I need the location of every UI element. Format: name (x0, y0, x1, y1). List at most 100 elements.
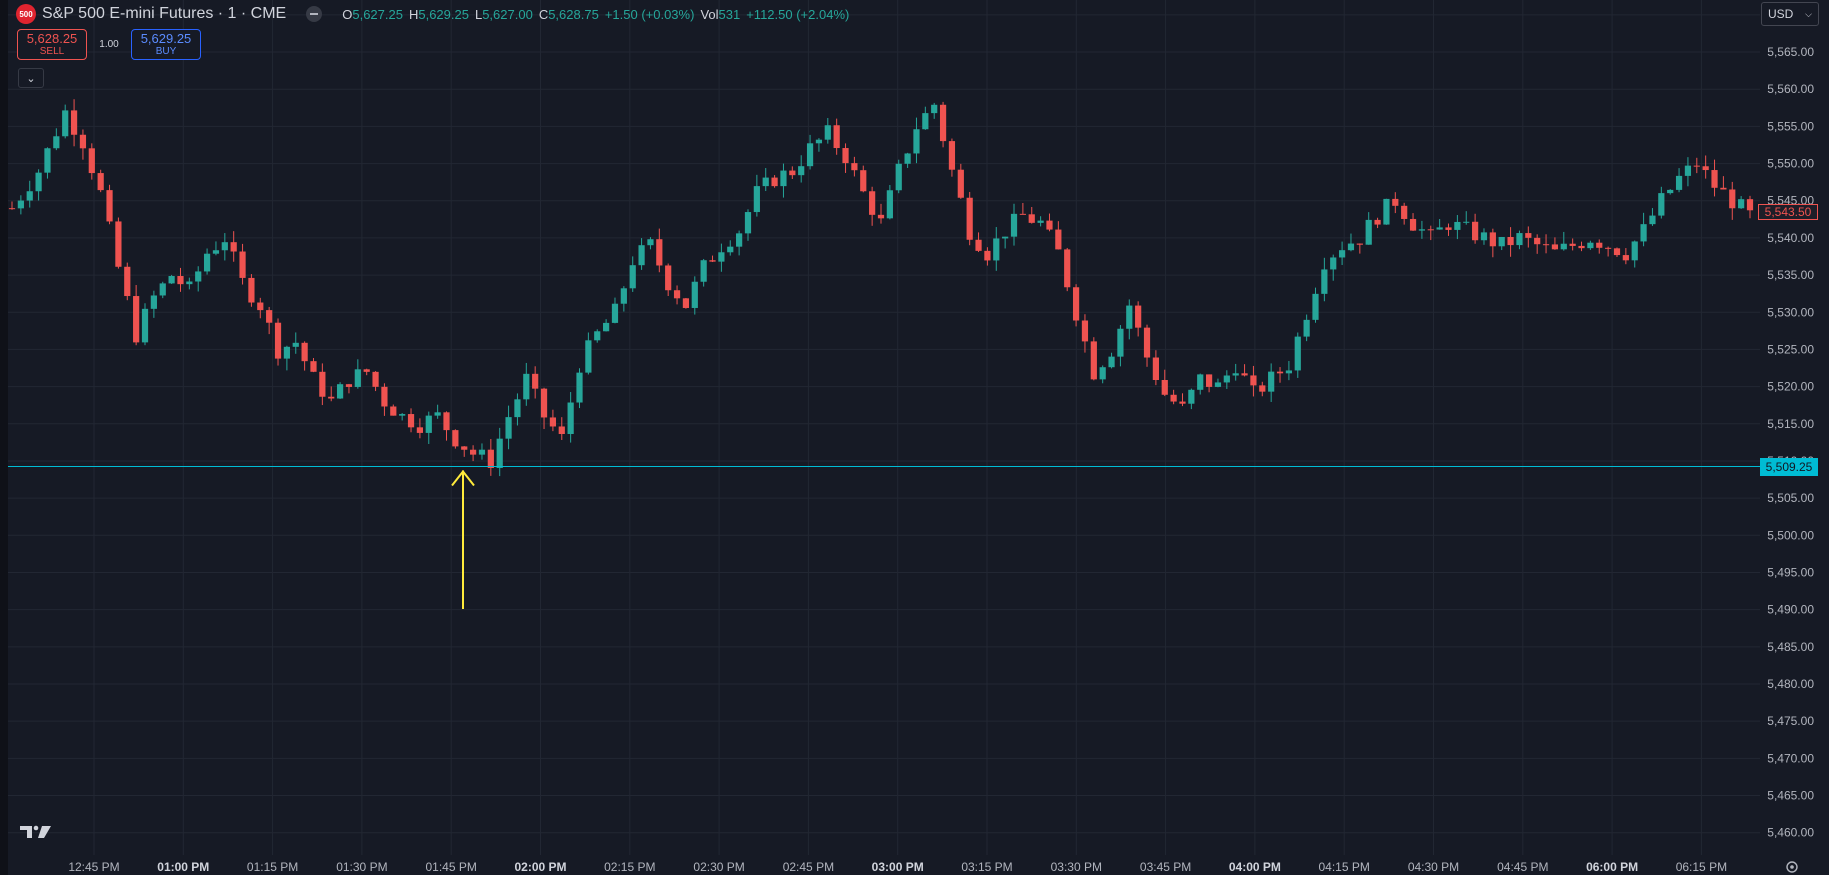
candle-body (1587, 242, 1594, 249)
candle-body (798, 166, 805, 176)
candle (177, 267, 184, 292)
candle-body (1303, 319, 1310, 337)
candle-body (88, 148, 95, 174)
candle-body (1596, 242, 1603, 248)
candle (762, 168, 769, 192)
sell-button[interactable]: 5,628.25 SELL (17, 29, 87, 60)
candle (922, 106, 929, 130)
price-axis: 5,570.005,565.005,560.005,555.005,550.00… (1767, 8, 1814, 840)
horizontal-line-price-tag[interactable]: 5,509.25 (1760, 457, 1818, 476)
candle-body (1214, 382, 1222, 387)
symbol-title[interactable]: S&P 500 E-mini Futures · 1 · CME (42, 5, 287, 22)
candle-body (1010, 213, 1018, 237)
candle (1569, 238, 1576, 251)
candle-body (1170, 394, 1177, 402)
candle (407, 408, 415, 433)
candle (443, 411, 450, 441)
candle-body (780, 170, 787, 187)
candle (1276, 367, 1284, 383)
candle (1667, 189, 1674, 195)
candle-body (1551, 244, 1559, 250)
candle (292, 332, 299, 354)
currency-select[interactable]: USD ⌵ (1761, 2, 1819, 26)
tradingview-logo-icon[interactable] (20, 824, 52, 840)
candle-body (416, 427, 424, 433)
arrow-head[interactable] (451, 469, 475, 487)
candle (1294, 332, 1301, 378)
candle (1551, 237, 1559, 250)
candle-body (203, 253, 211, 272)
candle (469, 445, 477, 462)
candle-body (26, 191, 33, 201)
time-tick-label: 03:00 PM (872, 860, 924, 874)
candle-body (1090, 341, 1097, 380)
candle (106, 184, 113, 225)
candle (1622, 248, 1629, 265)
buy-button[interactable]: 5,629.25 BUY (131, 29, 201, 60)
candle (638, 238, 645, 270)
time-tick-label: 03:30 PM (1051, 860, 1102, 874)
price-tick-label: 5,460.00 (1767, 826, 1814, 840)
symbol-legend: 500 S&P 500 E-mini Futures · 1 · CME O5,… (16, 4, 849, 24)
candle (1090, 337, 1097, 381)
candle-body (1401, 205, 1408, 219)
candle-body (1099, 367, 1106, 380)
candle (1028, 206, 1035, 224)
candle-body (833, 125, 840, 149)
candle (709, 255, 716, 263)
candle-body (1472, 221, 1479, 241)
candle (1365, 212, 1372, 245)
candle (381, 383, 388, 416)
candle (1205, 374, 1213, 393)
candle (97, 169, 104, 193)
candle-body (1480, 232, 1488, 241)
minus-icon[interactable] (306, 6, 323, 22)
candle (239, 243, 246, 285)
candle-body (407, 414, 415, 428)
candle-body (505, 417, 512, 439)
candle-body (1028, 214, 1035, 223)
candle (975, 232, 982, 253)
candle (487, 438, 494, 476)
candle (328, 386, 335, 402)
gear-icon[interactable] (1785, 860, 1799, 874)
candle (1542, 234, 1550, 254)
chevron-down-icon: ⌵ (1805, 8, 1812, 19)
candle (1596, 239, 1603, 254)
price-tick-label: 5,525.00 (1767, 342, 1814, 356)
candle-body (806, 143, 814, 167)
candle-body (532, 373, 539, 389)
candle-body (1338, 250, 1346, 258)
candle (948, 138, 956, 177)
candle (257, 297, 264, 319)
candle (363, 368, 370, 376)
candle (567, 392, 574, 443)
candle-body (1081, 320, 1089, 342)
price-tick-label: 5,495.00 (1767, 565, 1814, 579)
candle (931, 102, 938, 119)
candle-body (106, 190, 113, 222)
candle (1170, 389, 1177, 405)
candle-body (1507, 236, 1514, 246)
candle-body (1640, 224, 1647, 242)
candle-body (53, 136, 60, 149)
candle (549, 409, 557, 432)
candle-body (558, 426, 565, 434)
time-tick-label: 04:00 PM (1229, 860, 1281, 874)
candle-body (1418, 229, 1426, 231)
open-label: O (342, 6, 353, 22)
candle-body (1152, 357, 1159, 381)
low-value: 5,627.00 (482, 6, 533, 22)
candle (736, 230, 743, 256)
candle (434, 404, 441, 419)
candle (1525, 226, 1532, 248)
time-tick-label: 01:00 PM (157, 860, 209, 874)
candle (150, 290, 157, 318)
chevron-down-icon[interactable]: ⌄ (18, 68, 44, 88)
candle-body (363, 369, 370, 372)
candle (319, 363, 326, 406)
candle-body (984, 250, 991, 261)
order-quantity[interactable]: 1.00 (99, 39, 119, 50)
candle (141, 303, 149, 346)
